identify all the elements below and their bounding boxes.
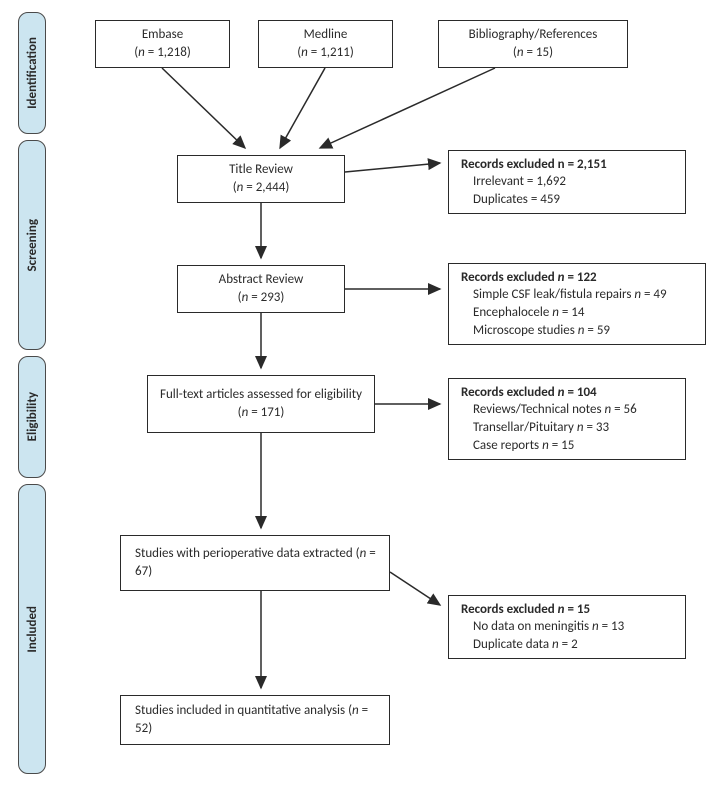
source-n: (n = 1,218) <box>106 44 219 62</box>
source-n: (n = 15) <box>449 44 617 62</box>
step-n: (n = 171) <box>158 404 364 422</box>
step-label: Studies with perioperative data extracte… <box>135 545 379 580</box>
step-label: Full-text articles assessed for eligibil… <box>158 386 364 404</box>
step-n: (n = 2,444) <box>188 179 334 197</box>
stage-label: Screening <box>25 219 40 271</box>
exclusion-line: Transellar/Pituitary n = 33 <box>461 419 673 437</box>
exclusion-line: Microscope studies n = 59 <box>461 322 693 340</box>
step-quant: Studies included in quantitative analysi… <box>120 695 390 745</box>
stage-screening: Screening <box>18 140 46 350</box>
exclusion-line: Reviews/Technical notes n = 56 <box>461 401 673 419</box>
step-label: Title Review <box>188 161 334 179</box>
step-label: Studies included in quantitative analysi… <box>135 702 379 737</box>
source-label: Medline <box>269 26 382 44</box>
exclusion-title: Records excluded n = 122 <box>461 269 693 287</box>
stage-included: Included <box>18 484 46 774</box>
source-label: Embase <box>106 26 219 44</box>
stage-label: Identification <box>25 37 40 109</box>
exclusion-line: Irrelevant = 1,692 <box>461 173 673 191</box>
step-n: (n = 293) <box>188 289 334 307</box>
stage-identification: Identification <box>18 12 46 134</box>
source-medline: Medline (n = 1,211) <box>258 20 393 68</box>
exclusion-title: Records excluded n = 15 <box>461 601 673 619</box>
step-fulltext: Full-text articles assessed for eligibil… <box>147 375 375 433</box>
source-embase: Embase (n = 1,218) <box>95 20 230 68</box>
exclusion-title: Records excluded n = 2,151 <box>461 156 673 174</box>
stage-label: Included <box>25 606 40 653</box>
exclusion-line: Encephalocele n = 14 <box>461 304 693 322</box>
exclusion-1: Records excluded n = 2,151 Irrelevant = … <box>448 150 686 214</box>
exclusion-line: Simple CSF leak/fistula repairs n = 49 <box>461 286 693 304</box>
step-title-review: Title Review (n = 2,444) <box>177 155 345 203</box>
exclusion-line: Duplicates = 459 <box>461 191 673 209</box>
step-label: Abstract Review <box>188 271 334 289</box>
exclusion-4: Records excluded n = 15 No data on menin… <box>448 595 686 659</box>
exclusion-line: Duplicate data n = 2 <box>461 636 673 654</box>
source-label: Bibliography/References <box>449 26 617 44</box>
step-abstract-review: Abstract Review (n = 293) <box>177 265 345 313</box>
source-biblio: Bibliography/References (n = 15) <box>438 20 628 68</box>
exclusion-3: Records excluded n = 104 Reviews/Technic… <box>448 378 686 460</box>
stage-label: Eligibility <box>25 392 40 441</box>
stage-eligibility: Eligibility <box>18 356 46 478</box>
step-extracted: Studies with perioperative data extracte… <box>120 535 390 591</box>
exclusion-line: Case reports n = 15 <box>461 437 673 455</box>
source-n: (n = 1,211) <box>269 44 382 62</box>
exclusion-2: Records excluded n = 122 Simple CSF leak… <box>448 263 706 345</box>
exclusion-line: No data on meningitis n = 13 <box>461 618 673 636</box>
exclusion-title: Records excluded n = 104 <box>461 384 673 402</box>
